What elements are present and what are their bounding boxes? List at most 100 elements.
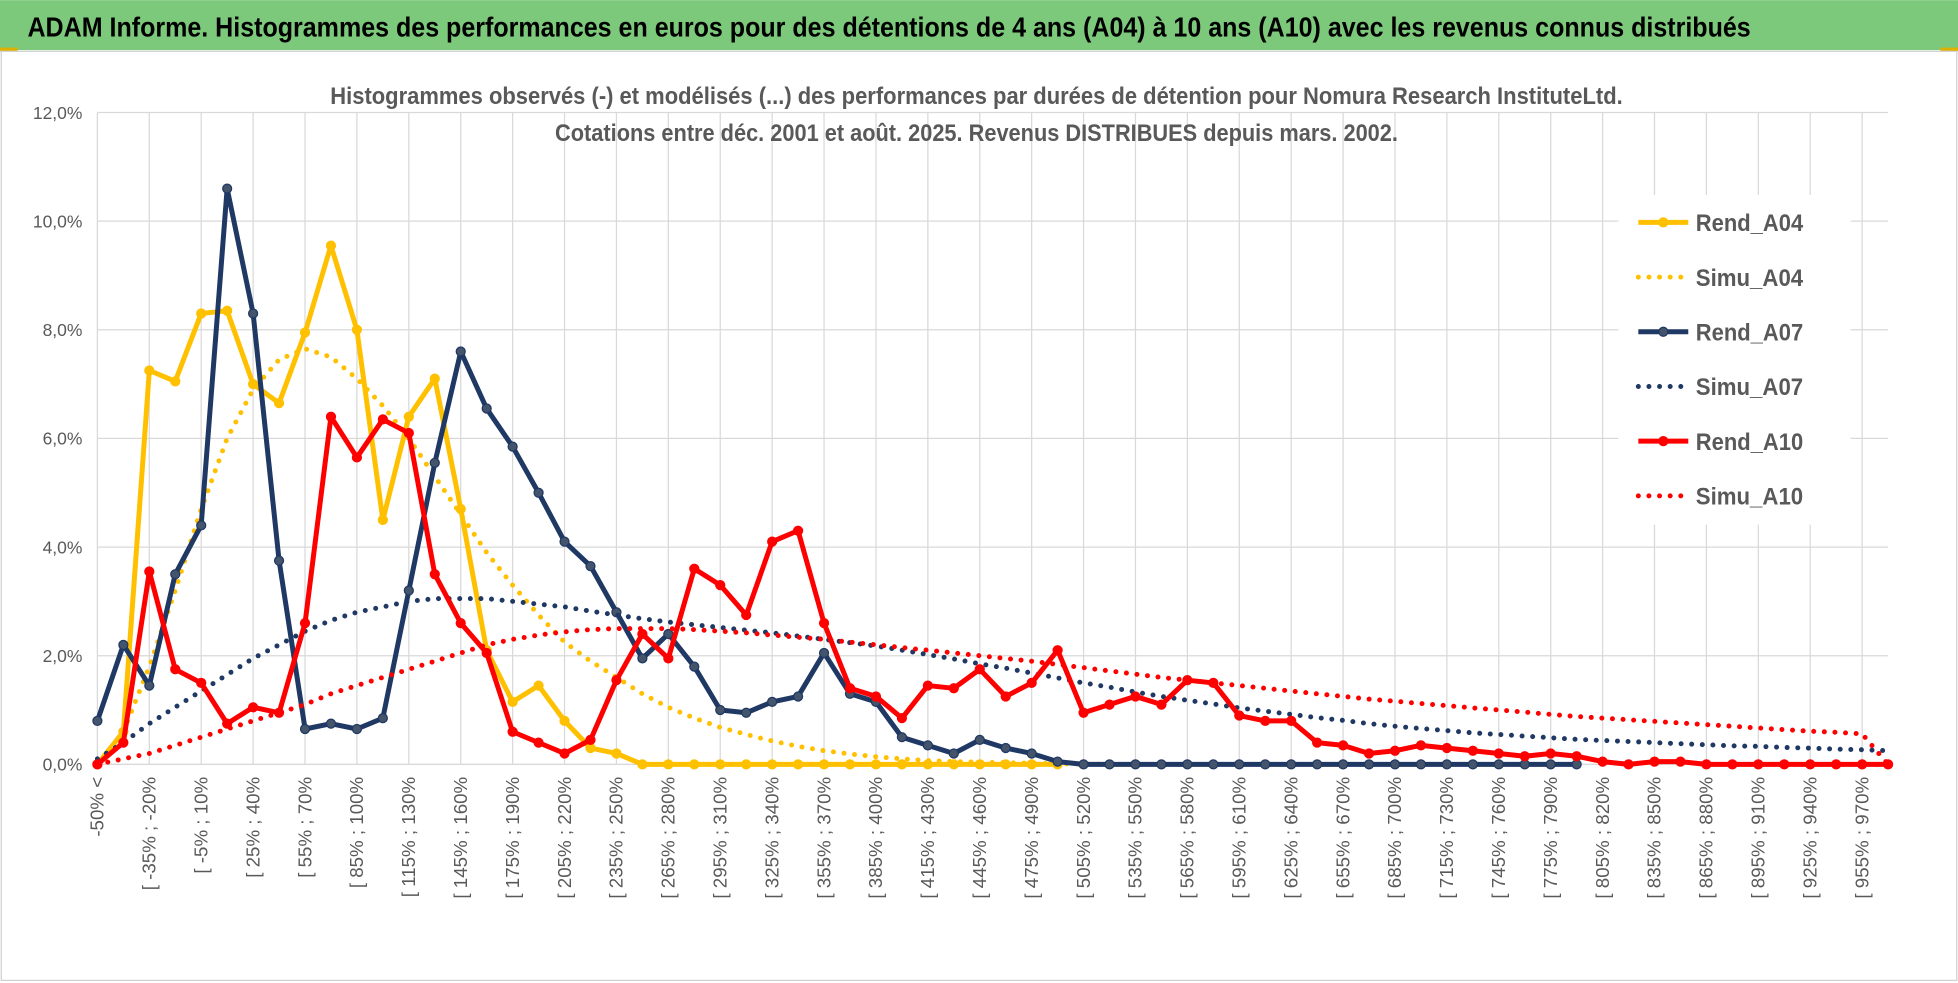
data-point: [741, 609, 752, 621]
data-point: [403, 411, 414, 422]
data-point: [1130, 691, 1141, 702]
data-point: [1363, 759, 1375, 770]
y-tick-label: 2,0%: [43, 646, 83, 666]
x-tick-label: [ 805% ; 820%: [1592, 777, 1613, 899]
data-point: [637, 653, 648, 664]
data-point: [767, 759, 778, 770]
data-point: [1649, 756, 1660, 767]
data-point: [559, 536, 570, 547]
x-tick-label: [ 895% ; 910%: [1748, 777, 1769, 899]
data-point: [1052, 756, 1063, 767]
y-tick-label: 10,0%: [33, 211, 83, 231]
data-point: [1286, 715, 1297, 727]
data-point: [922, 740, 933, 751]
data-point: [273, 555, 285, 566]
x-tick-label: [ 535% ; 550%: [1125, 777, 1146, 899]
legend-label: Simu_A07: [1696, 375, 1803, 401]
data-point: [1389, 759, 1401, 770]
data-point: [922, 680, 933, 691]
data-point: [767, 536, 778, 547]
data-point: [870, 759, 882, 770]
x-tick-label: [ -35% ; -20%: [139, 777, 160, 890]
data-point: [637, 759, 648, 770]
data-point: [715, 704, 726, 716]
y-tick-label: 8,0%: [43, 320, 83, 340]
x-tick-label: [ 655% ; 670%: [1332, 777, 1353, 899]
data-point: [1753, 759, 1764, 770]
data-point: [767, 696, 778, 707]
series-line: [94, 626, 1891, 767]
data-point: [1286, 759, 1297, 770]
data-point: [715, 579, 726, 591]
data-point: [196, 677, 207, 688]
data-point: [1312, 737, 1323, 748]
data-point: [974, 664, 985, 675]
x-tick-label: [ 955% ; 970%: [1851, 777, 1872, 899]
data-point: [144, 365, 155, 376]
data-point: [1545, 759, 1556, 770]
data-point: [429, 373, 440, 384]
data-point: [351, 452, 363, 463]
data-point: [896, 759, 908, 770]
data-point: [689, 563, 700, 574]
data-point: [818, 759, 830, 770]
data-point: [844, 683, 856, 694]
series-line: [94, 596, 1891, 762]
data-point: [533, 487, 544, 498]
x-tick-label: [ 745% ; 760%: [1488, 777, 1509, 899]
data-point: [1779, 759, 1790, 770]
data-point: [1363, 748, 1375, 759]
data-point: [325, 718, 337, 729]
data-point: [403, 427, 414, 439]
legend-label: Rend_A10: [1696, 430, 1803, 456]
data-point: [585, 560, 596, 572]
data-point: [247, 702, 259, 713]
data-point: [170, 664, 181, 675]
data-point: [351, 324, 363, 335]
data-point: [792, 759, 804, 770]
data-point: [455, 346, 466, 357]
data-point: [1260, 715, 1271, 727]
data-point: [170, 569, 181, 580]
x-tick-label: [ 205% ; 220%: [554, 777, 575, 899]
data-point: [92, 715, 103, 727]
data-point: [403, 585, 414, 596]
y-tick-label: 12,0%: [33, 103, 83, 123]
data-point: [1104, 759, 1115, 770]
data-point: [299, 617, 311, 629]
data-point: [792, 525, 804, 536]
series-line: [94, 346, 1112, 767]
y-tick-label: 6,0%: [43, 429, 83, 449]
data-point: [1337, 740, 1349, 751]
data-point: [1831, 759, 1842, 770]
data-point: [1441, 759, 1453, 770]
x-tick-label: [ 25% ; 40%: [242, 777, 263, 878]
data-point: [377, 713, 388, 724]
data-point: [896, 713, 908, 724]
x-tick-label: [ 505% ; 520%: [1073, 777, 1094, 899]
data-point: [1727, 759, 1738, 770]
data-point: [689, 759, 700, 770]
chart-frame: [0, 50, 1958, 982]
x-tick-label: [ 565% ; 580%: [1177, 777, 1198, 899]
x-tick-label: [ 595% ; 610%: [1229, 777, 1250, 899]
chart-subtitle: Cotations entre déc. 2001 et août. 2025.…: [555, 121, 1398, 147]
data-point: [1389, 745, 1401, 756]
x-tick-label: [ 925% ; 940%: [1799, 777, 1820, 899]
data-point: [1856, 759, 1868, 770]
series-line: [95, 414, 1889, 767]
data-point: [222, 183, 233, 194]
x-tick-label: [ 175% ; 190%: [502, 777, 523, 899]
x-tick-label: [ 385% ; 400%: [865, 777, 886, 899]
x-tick-label: [ -5% ; 10%: [190, 777, 211, 874]
data-point: [948, 683, 959, 694]
x-tick-label: [ 685% ; 700%: [1384, 777, 1405, 899]
data-point: [1415, 759, 1427, 770]
data-point: [325, 240, 337, 251]
data-point: [429, 569, 440, 580]
data-point: [196, 308, 207, 319]
data-point: [663, 653, 674, 664]
data-point: [1493, 748, 1504, 759]
x-tick-label: [ 85% ; 100%: [346, 777, 367, 888]
data-point: [1260, 759, 1271, 770]
